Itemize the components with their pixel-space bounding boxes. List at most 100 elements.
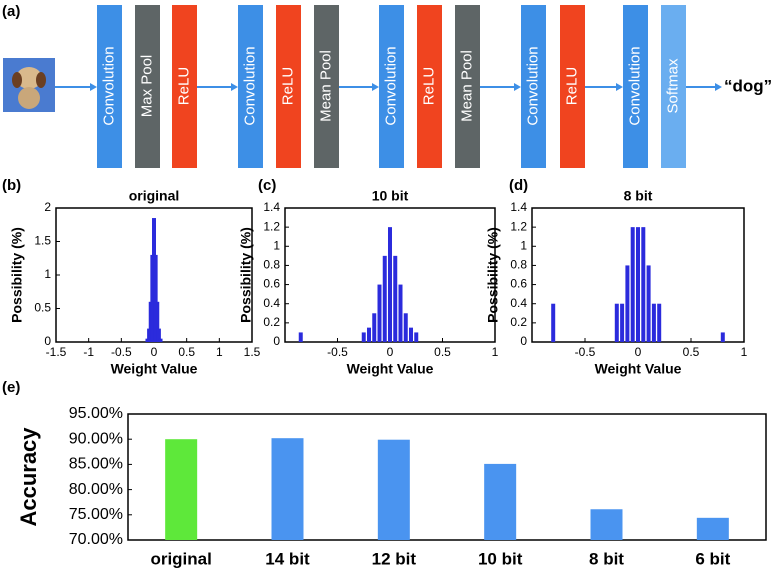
layer-label: Convolution	[100, 46, 117, 125]
y-tick-label: 95.00%	[69, 405, 123, 422]
y-tick-label: 0	[44, 334, 51, 348]
charts: (b) original 0 0.5 1 1.5 2 Possibility (%) -1.5 -…	[2, 177, 767, 568]
layer-label: ReLU	[175, 67, 192, 105]
panel-label: (c)	[258, 177, 276, 194]
arrow-head	[616, 83, 623, 91]
y-axis-label: Possibility (%)	[9, 227, 25, 323]
x-tick-label: 1	[741, 345, 748, 359]
layer-block	[135, 5, 160, 168]
x-tick-label: -1	[83, 345, 94, 359]
x-tick-label: 0	[151, 345, 158, 359]
layer-block	[560, 5, 585, 168]
y-tick-label: 1.4	[263, 200, 280, 214]
y-tick-label: 85.00%	[69, 456, 123, 473]
layer-label: ReLU	[279, 67, 296, 105]
panel-label: (e)	[2, 379, 20, 396]
layer-block	[661, 5, 686, 168]
histogram-bar	[372, 313, 377, 342]
histogram-bar	[657, 303, 662, 342]
x-tick-label: -0.5	[327, 345, 348, 359]
bar	[484, 463, 517, 540]
y-tick-label: 1	[520, 238, 527, 252]
histogram-bar	[614, 303, 619, 342]
y-tick-label: 70.00%	[69, 531, 123, 548]
layer-label: Convolution	[382, 46, 399, 125]
x-tick-label: 0	[635, 345, 642, 359]
bar	[590, 509, 623, 540]
layer-label: Convolution	[524, 46, 541, 125]
histogram-bar	[636, 227, 640, 342]
bar	[696, 517, 729, 540]
histogram-bar	[393, 255, 398, 342]
arrow-head	[231, 83, 238, 91]
y-tick-label: 80.00%	[69, 481, 123, 498]
y-tick-label: 0.6	[263, 277, 280, 291]
y-tick-label: 1.4	[510, 200, 527, 214]
arrow-head	[90, 83, 97, 91]
plot-frame	[127, 413, 767, 541]
layer-label: Convolution	[626, 46, 643, 125]
histogram-bar	[156, 328, 161, 342]
dog-body	[18, 87, 40, 109]
y-tick-label: 1.5	[34, 234, 51, 248]
x-tick-label: -0.5	[575, 345, 596, 359]
y-tick-label: 1.2	[263, 219, 280, 233]
chart-title: 10 bit	[372, 188, 409, 204]
histogram-bar	[646, 265, 651, 342]
y-axis-label: Possibility (%)	[485, 227, 501, 323]
y-tick-label: 0.8	[263, 258, 280, 272]
layer-label: Max Pool	[138, 55, 155, 118]
x-tick-label: 14 bit	[265, 549, 310, 568]
histogram-bar	[377, 284, 382, 342]
histogram-bar	[720, 332, 725, 342]
y-tick-label: 1	[273, 238, 280, 252]
input-image	[3, 58, 55, 112]
panel-label: (d)	[509, 177, 528, 194]
histogram-bar	[155, 301, 160, 342]
y-tick-label: 0.8	[510, 258, 527, 272]
x-tick-label: 0.5	[683, 345, 700, 359]
x-axis-label: Weight Value	[347, 361, 434, 377]
histogram-bar	[625, 265, 630, 342]
layer-label: Softmax	[664, 58, 681, 114]
layer-block	[623, 5, 648, 168]
layer-label: ReLU	[420, 67, 437, 105]
layer-block	[172, 5, 197, 168]
y-tick-label: 75.00%	[69, 506, 123, 523]
y-tick-label: 0.4	[263, 296, 280, 310]
layer-block	[276, 5, 301, 168]
histogram-bar	[651, 303, 656, 342]
chart-title: original	[129, 188, 180, 204]
layer-block	[379, 5, 404, 168]
histogram-bar	[551, 303, 556, 342]
x-tick-label: 12 bit	[372, 549, 417, 568]
y-tick-label: 0	[520, 334, 527, 348]
y-tick-label: 0.4	[510, 296, 527, 310]
layer-label: Convolution	[241, 46, 258, 125]
layer-block	[521, 5, 546, 168]
layer-label: ReLU	[563, 67, 580, 105]
layer-block	[455, 5, 480, 168]
histogram-bar	[414, 332, 419, 342]
layer-block	[417, 5, 442, 168]
histogram-bar	[158, 338, 163, 342]
histogram-bar	[361, 332, 366, 342]
y-tick-label: 0.6	[510, 277, 527, 291]
y-tick-label: 2	[44, 200, 51, 214]
y-tick-label: 1	[44, 267, 51, 281]
layer-label: Mean Pool	[317, 50, 334, 122]
panel-label: (b)	[2, 177, 21, 194]
x-tick-label: -0.5	[111, 345, 132, 359]
x-tick-label: 1.5	[244, 345, 261, 359]
y-tick-label: 0.2	[510, 315, 527, 329]
arrow-head	[715, 83, 722, 91]
x-tick-label: -1.5	[46, 345, 67, 359]
x-tick-label: 0.5	[178, 345, 195, 359]
y-tick-label: 0.2	[263, 315, 280, 329]
bar	[165, 439, 198, 540]
x-tick-label: 0.5	[434, 345, 451, 359]
histogram-bar	[641, 227, 646, 342]
arrow-head	[372, 83, 379, 91]
y-axis-label: Possibility (%)	[238, 227, 254, 323]
